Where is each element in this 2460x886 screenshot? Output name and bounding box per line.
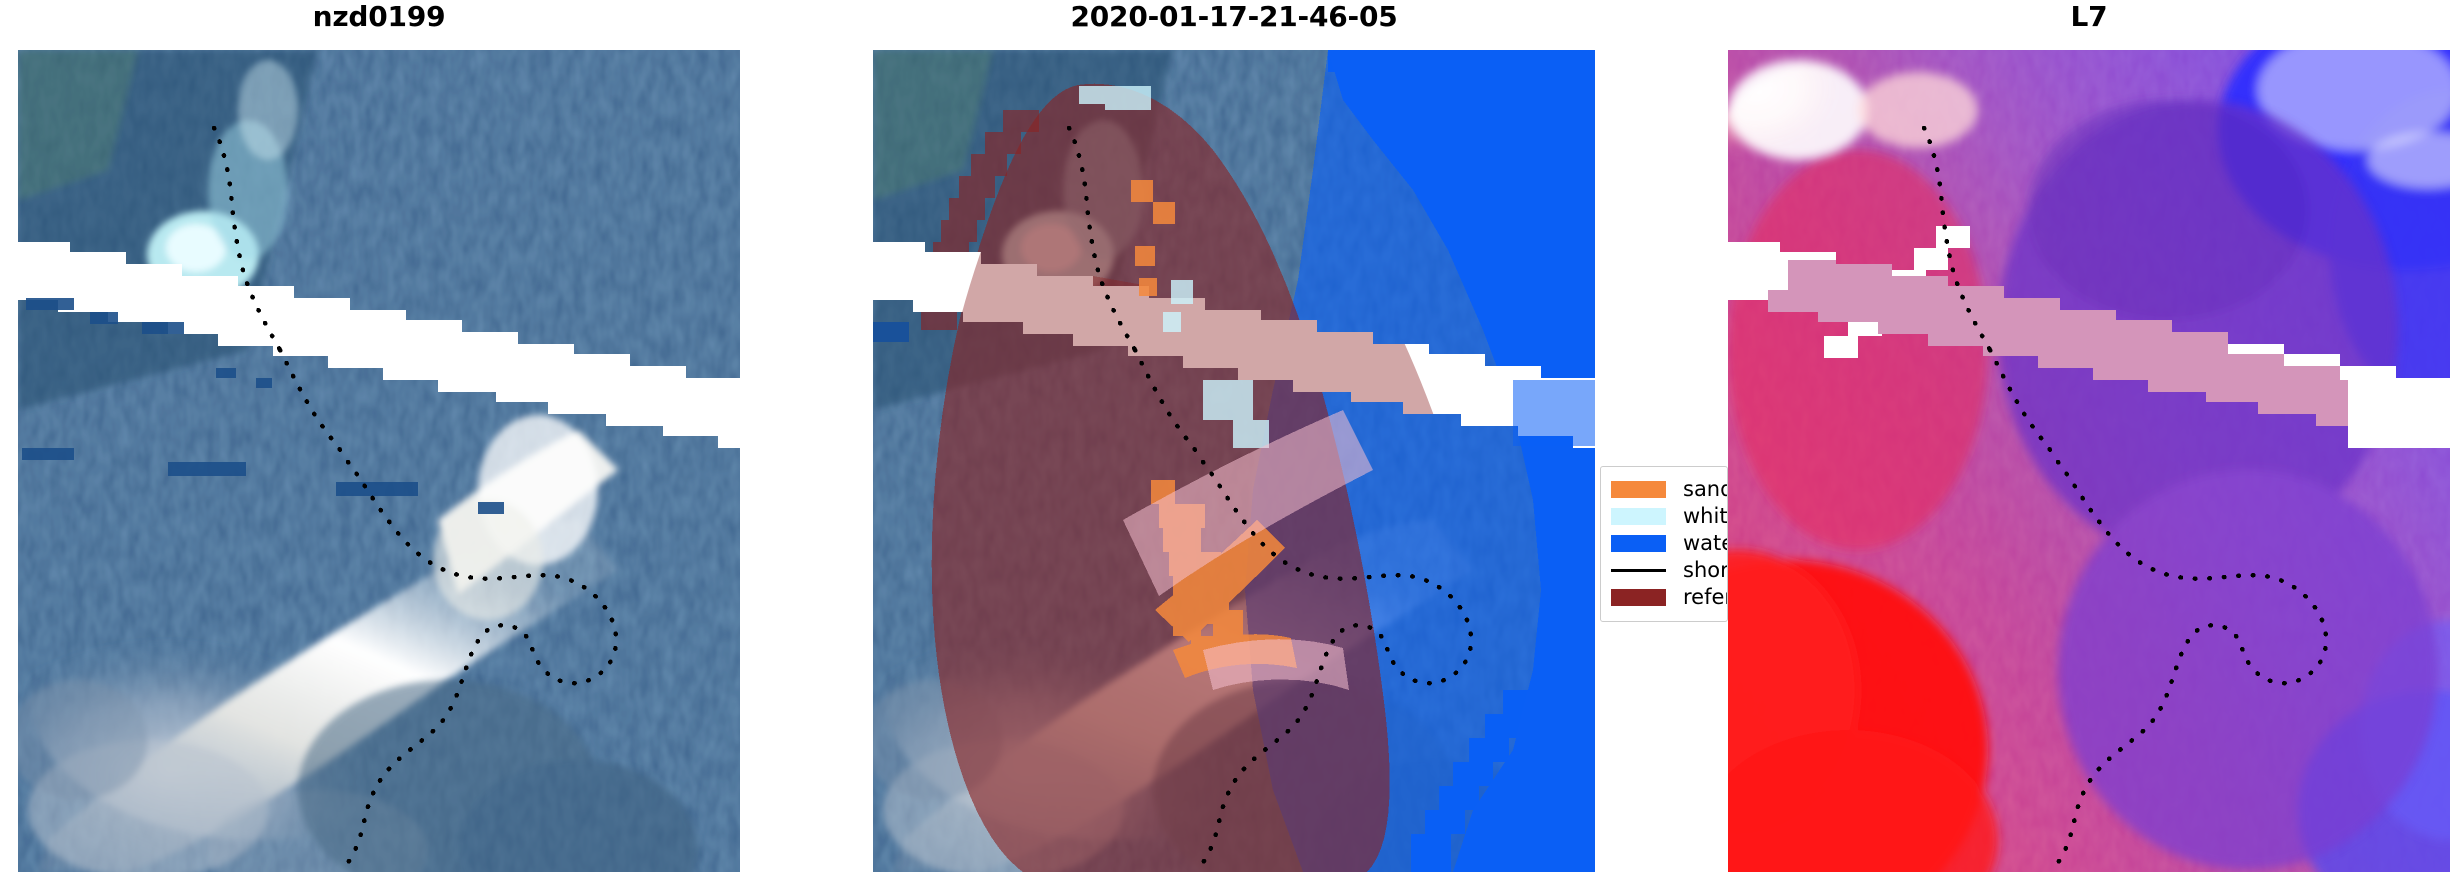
legend-label-water: water xyxy=(1683,531,1727,555)
legend-item-shoreline[interactable]: shoreline xyxy=(1611,557,1728,584)
panel-classified-overlay-container: 2020-01-17-21-46-05 .shore2{fill:none;st… xyxy=(873,0,1595,886)
panel-index-map-title: L7 xyxy=(2070,0,2108,33)
shoreline-dotted-upper xyxy=(211,125,283,353)
legend-label-sand: sand xyxy=(1683,477,1727,501)
shoreline-dotted-mid xyxy=(1132,347,1206,463)
scan-gap xyxy=(18,242,740,448)
water-swatch-icon xyxy=(1611,535,1666,552)
whitewater-swatch-icon xyxy=(1611,508,1666,525)
panel-rgb-image-title: nzd0199 xyxy=(312,0,446,33)
legend-item-reference-buffer[interactable]: reference shoreline buffer xyxy=(1611,584,1727,611)
legend-label-reference-buffer: reference shoreline buffer xyxy=(1683,585,1727,609)
panel-index-map-container: L7 .shore3{fill:none;stroke:#000;stroke-… xyxy=(1728,0,2450,886)
legend-label-whitewater: whitewater xyxy=(1683,504,1728,528)
legend-box: sand whitewater water shoreline referenc… xyxy=(1600,466,1728,622)
panel-rgb-image-axes[interactable]: .shore{fill:none;stroke:#000;stroke-widt… xyxy=(18,50,740,872)
shoreline-dotted-upper xyxy=(1066,125,1138,353)
reference-buffer-swatch-icon xyxy=(1611,589,1666,606)
legend-label-shoreline: shoreline xyxy=(1683,558,1728,582)
shoreline-dotted-lower xyxy=(1196,459,1474,871)
shoreline-dotted-mid xyxy=(277,347,351,463)
sand-class-layer xyxy=(1131,180,1297,678)
scan-gap-overlay xyxy=(873,242,1595,448)
sand-swatch-icon xyxy=(1611,481,1666,498)
scan-gap-index xyxy=(1728,242,2450,448)
shoreline-dotted-lower xyxy=(341,459,619,871)
shoreline-line-icon xyxy=(1611,569,1666,572)
whitewater-class-layer xyxy=(1079,86,1269,448)
legend-item-sand[interactable]: sand xyxy=(1611,476,1727,503)
shoreline-dotted-lower xyxy=(2051,459,2329,871)
panel-index-map-axes[interactable]: .shore3{fill:none;stroke:#000;stroke-wid… xyxy=(1728,50,2450,872)
shoreline-dotted-mid xyxy=(1987,347,2061,463)
legend-item-water[interactable]: water xyxy=(1611,530,1727,557)
legend-items: sand whitewater water shoreline referenc… xyxy=(1611,476,1728,611)
panel-classified-overlay-axes[interactable]: .shore2{fill:none;stroke:#000;stroke-wid… xyxy=(873,50,1595,872)
panel-rgb-image-container: nzd0199 .shore{fill:none;stroke:#000;str… xyxy=(18,0,740,886)
legend-item-whitewater[interactable]: whitewater xyxy=(1611,503,1728,530)
panel-classified-overlay-title: 2020-01-17-21-46-05 xyxy=(1070,0,1398,33)
shoreline-dotted-upper xyxy=(1921,125,1993,353)
